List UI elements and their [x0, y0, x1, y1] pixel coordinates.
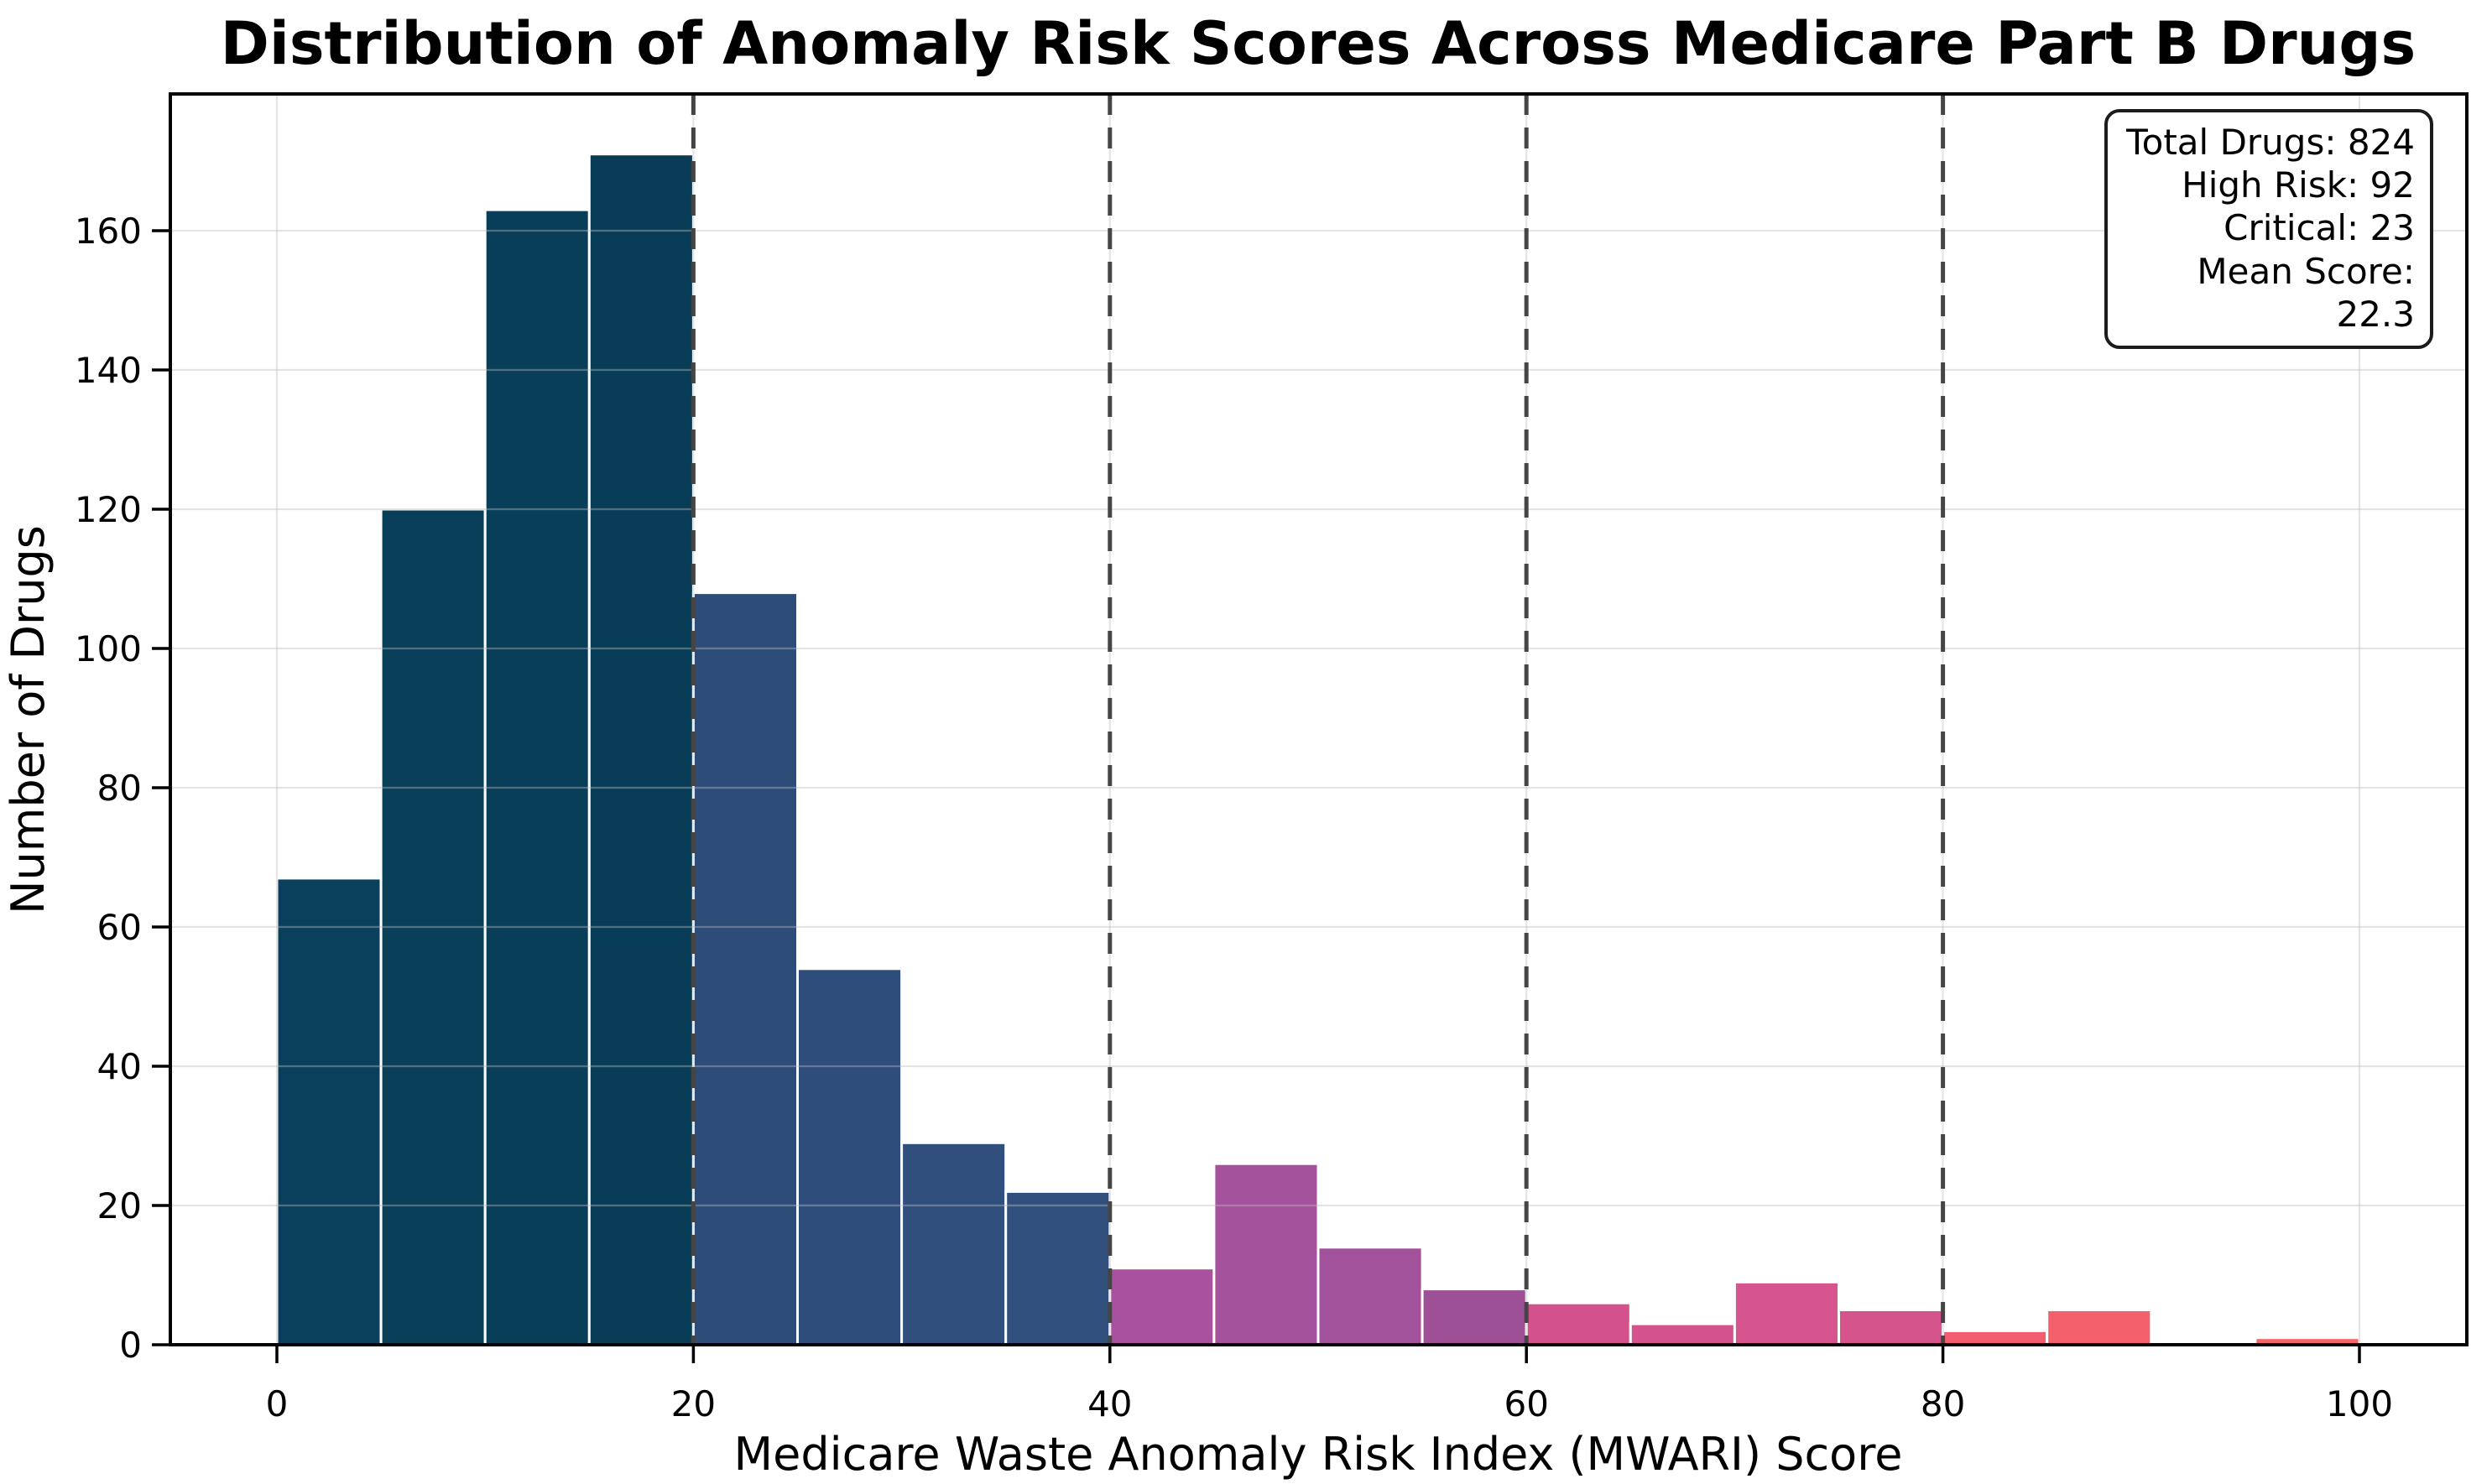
histogram-bar: [900, 1141, 1008, 1346]
axes-spine: [169, 92, 2469, 1346]
histogram-bar: [1212, 1162, 1320, 1346]
histogram-bar: [1838, 1309, 1945, 1346]
y-tick-label: 60: [97, 907, 142, 948]
histogram-bar: [1942, 1329, 2049, 1346]
y-tick-label: 100: [75, 628, 142, 669]
stats-line-total: Total Drugs: 824: [2126, 122, 2415, 163]
x-tick-label: 80: [1921, 1383, 1965, 1424]
histogram-bar: [483, 208, 591, 1346]
y-tick-label: 160: [75, 211, 142, 252]
histogram-bar: [1733, 1280, 1840, 1346]
histogram-bar: [1629, 1322, 1736, 1346]
x-tick-label: 40: [1087, 1383, 1132, 1424]
x-tick-label: 60: [1504, 1383, 1548, 1424]
histogram-bar: [379, 508, 487, 1346]
histogram-bar: [796, 967, 904, 1346]
x-tick-label: 100: [2326, 1383, 2393, 1424]
y-tick-label: 120: [75, 489, 142, 530]
histogram-bar: [1421, 1288, 1528, 1346]
histogram-bar: [1004, 1190, 1112, 1346]
x-axis-label: Medicare Waste Anomaly Risk Index (MWARI…: [734, 1428, 1903, 1481]
y-tick-label: 80: [97, 768, 142, 809]
y-tick-label: 140: [75, 350, 142, 391]
stats-line-mean: Mean Score: 22.3: [2197, 250, 2415, 335]
histogram-bar: [1316, 1246, 1424, 1346]
stats-line-critical: Critical: 23: [2224, 207, 2415, 249]
x-tick-label: 0: [266, 1383, 289, 1424]
y-tick-label: 0: [119, 1325, 142, 1366]
histogram-bar: [275, 877, 383, 1346]
y-tick-label: 20: [97, 1185, 142, 1226]
histogram-bar: [2046, 1309, 2153, 1346]
stats-box: Total Drugs: 824 High Risk: 92 Critical:…: [2104, 109, 2433, 350]
x-tick-label: 20: [671, 1383, 716, 1424]
y-tick-label: 40: [97, 1046, 142, 1087]
page-title: Distribution of Anomaly Risk Scores Acro…: [221, 9, 2416, 78]
histogram-bar: [587, 153, 695, 1346]
plot-area: 0 20 40 60 80 100 0 20 40 60 80 100 120 140 160: [75, 92, 2469, 1424]
stats-line-high-risk: High Risk: 92: [2182, 164, 2415, 206]
histogram-bar: [1108, 1267, 1216, 1346]
y-axis-label: Number of Drugs: [2, 525, 55, 914]
histogram-bar: [691, 591, 800, 1346]
histogram-bar: [1525, 1301, 1632, 1346]
